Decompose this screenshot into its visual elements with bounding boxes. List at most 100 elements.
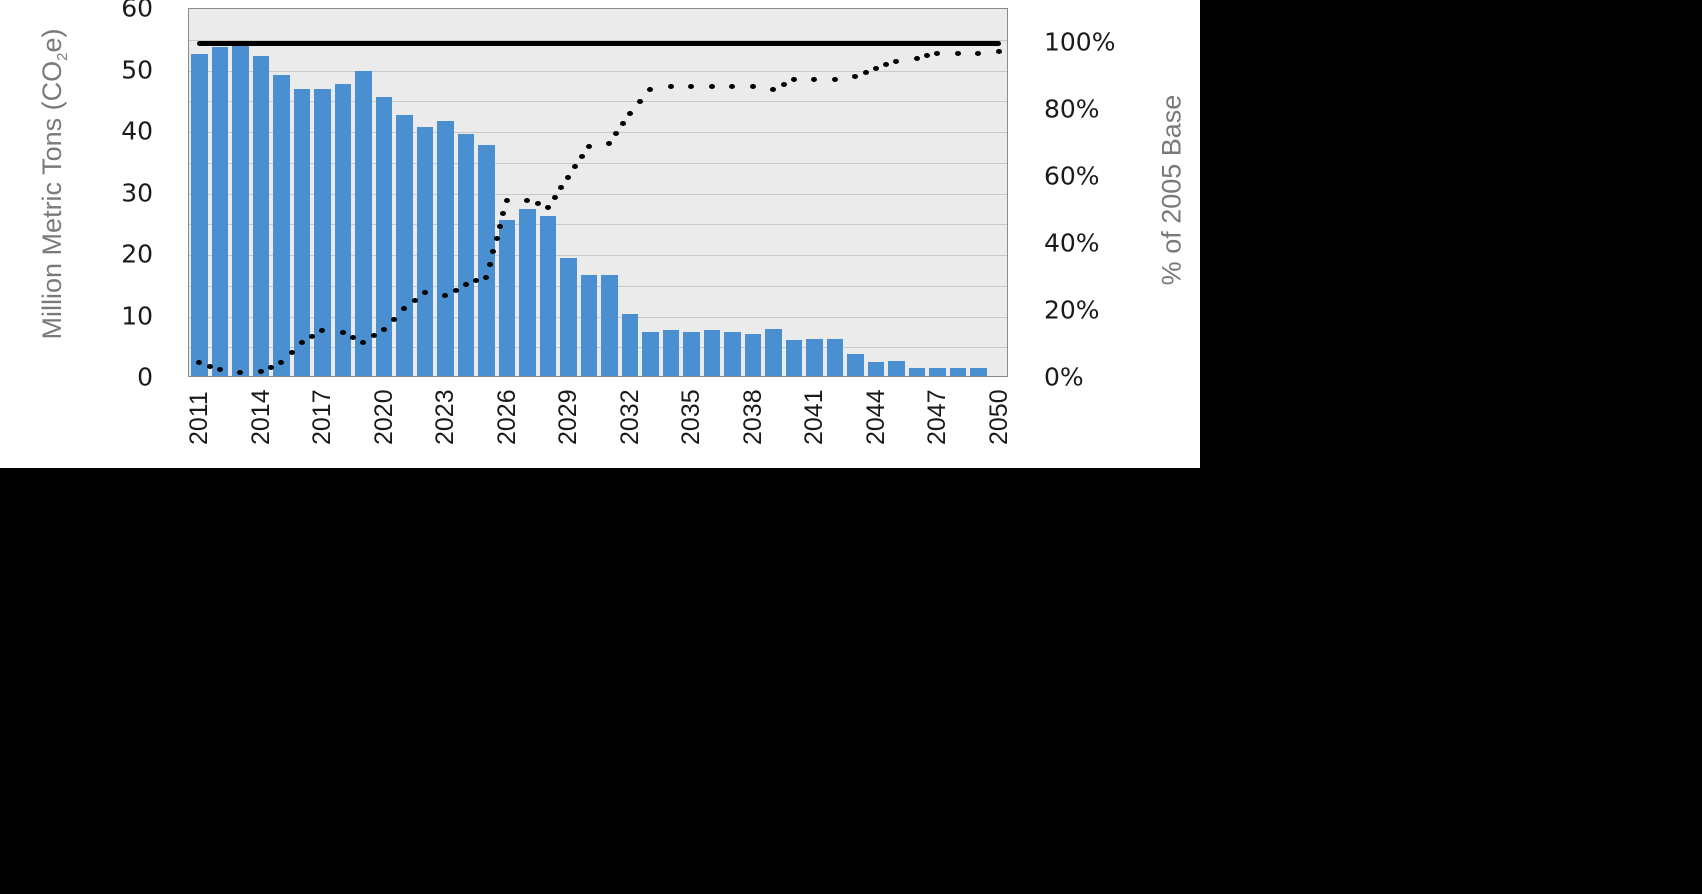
percent-dot-2041	[811, 77, 818, 83]
bar-2035	[683, 332, 700, 376]
bar-2019	[355, 70, 372, 376]
bar-2023	[437, 121, 454, 376]
bar-2017	[314, 88, 331, 376]
bar-2041	[806, 338, 823, 376]
left-y-tick: 60	[121, 0, 153, 23]
bar-2025	[478, 145, 495, 376]
percent-dot	[309, 333, 315, 339]
right-y-tick: 0%	[1044, 362, 1084, 392]
gridline	[189, 316, 1007, 318]
percent-dot-2014	[257, 368, 264, 374]
bar-2015	[273, 74, 290, 376]
bar-2033	[642, 332, 659, 376]
percent-dot-2022	[421, 290, 428, 296]
percent-dot-2016	[298, 339, 305, 345]
left-y-tick: 0	[137, 362, 153, 392]
percent-dot	[924, 53, 930, 59]
bar-2027	[519, 208, 536, 376]
percent-dot-2044	[872, 65, 879, 71]
bar-2038	[744, 334, 761, 376]
percent-dot-2031	[606, 141, 613, 146]
left-y-tick: 50	[121, 55, 153, 84]
percent-dot	[637, 99, 643, 105]
bar-2026	[498, 220, 515, 376]
percent-dot	[572, 164, 579, 170]
chart-canvas: 0 10 20 30 40 50 60 0% 20% 40% 60% 80% 100% 2011 201…	[0, 0, 1200, 468]
left-y-tick: 10	[121, 301, 153, 330]
percent-dot-2011	[196, 360, 203, 366]
gridline	[189, 162, 1007, 164]
percent-dot-2028	[544, 204, 551, 210]
percent-dot-2047	[934, 50, 941, 56]
percent-dot-2029	[565, 174, 572, 180]
percent-dot	[500, 210, 507, 216]
x-tick-2020: 2020	[369, 389, 398, 445]
percent-dot-2048	[954, 50, 961, 56]
percent-dot-2015	[278, 360, 285, 366]
percent-dot-2039	[770, 87, 777, 93]
percent-dot	[490, 249, 497, 255]
x-tick-2035: 2035	[677, 389, 706, 445]
percent-dot-2021	[401, 306, 408, 312]
gridline	[189, 132, 1007, 133]
percent-dot-2027	[524, 197, 531, 203]
percent-dot-2046	[913, 55, 920, 61]
bar-2014	[252, 56, 269, 376]
bar-2024	[457, 134, 474, 376]
percent-dot-2012	[216, 367, 223, 373]
percent-dot	[370, 333, 377, 339]
bar-2039	[765, 329, 782, 376]
right-y-tick: 80%	[1044, 94, 1100, 124]
bar-2034	[662, 329, 679, 376]
percent-dot-2049	[975, 50, 982, 56]
gridline	[189, 285, 1007, 287]
percent-dot	[268, 364, 274, 370]
base-100-percent-line	[197, 41, 1001, 46]
bar-2016	[293, 88, 310, 376]
percent-dot	[411, 298, 418, 304]
percent-dot-2013	[237, 370, 244, 376]
gridline	[189, 255, 1007, 256]
gridline	[189, 101, 1007, 103]
percent-dot	[558, 184, 565, 190]
percent-dot-2018	[339, 329, 346, 335]
percent-dot-2019	[360, 339, 367, 345]
percent-dot	[780, 82, 787, 88]
percent-dot-2024	[462, 281, 469, 287]
percent-dot	[350, 334, 356, 340]
percent-dot-2050	[995, 48, 1002, 54]
x-tick-2014: 2014	[246, 389, 275, 445]
percent-dot	[452, 287, 459, 293]
x-tick-2050: 2050	[984, 389, 1013, 445]
bar-2029	[560, 257, 577, 376]
percent-dot-2036	[708, 84, 715, 90]
percent-dot-2040	[790, 77, 797, 83]
percent-dot-2023	[442, 293, 449, 299]
right-y-axis-title: % of 2005 Base	[1156, 94, 1187, 286]
percent-dot-2043	[852, 74, 859, 79]
percent-dot-2020	[380, 326, 387, 332]
percent-dot	[862, 69, 869, 75]
bar-2042	[826, 338, 843, 376]
percent-dot-2037	[729, 84, 736, 90]
percent-dot	[206, 363, 213, 369]
percent-dot	[473, 278, 479, 284]
bar-2044	[867, 361, 884, 376]
x-tick-2026: 2026	[492, 389, 521, 445]
gridline	[189, 39, 1007, 41]
plot-area	[188, 8, 1008, 377]
bar-2047	[929, 368, 946, 376]
left-y-tick: 30	[121, 178, 153, 207]
bar-2011	[191, 53, 208, 376]
right-y-tick: 60%	[1044, 161, 1100, 191]
percent-dot-2030	[585, 144, 592, 150]
bar-2048	[949, 368, 966, 376]
bar-2037	[724, 332, 741, 376]
bar-2030	[580, 274, 597, 376]
bar-2040	[785, 339, 802, 376]
bar-2045	[888, 360, 905, 376]
gridline	[189, 224, 1007, 226]
x-tick-2017: 2017	[308, 389, 337, 445]
percent-dot-2032	[626, 110, 633, 116]
x-tick-2023: 2023	[431, 389, 460, 445]
